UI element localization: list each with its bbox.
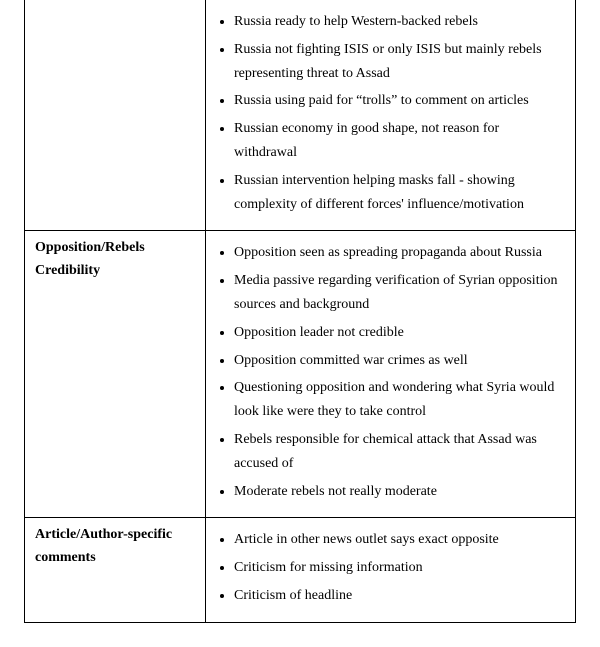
list-item: Russian economy in good shape, not reaso… — [234, 117, 565, 165]
list-item: Russia ready to help Western-backed rebe… — [234, 10, 565, 34]
list-item: Russia not fighting ISIS or only ISIS bu… — [234, 38, 565, 86]
row-label-cell: Article/Author-specific comments — [25, 518, 206, 622]
row-label: Opposition/Rebels Credibility — [35, 240, 145, 277]
list-item: Opposition leader not credible — [234, 321, 565, 345]
themes-table: Russia ready to help Western-backed rebe… — [24, 0, 576, 623]
list-item: Rebels responsible for chemical attack t… — [234, 428, 565, 476]
table-row: Article/Author-specific comments Article… — [25, 518, 576, 622]
list-item: Opposition committed war crimes as well — [234, 349, 565, 373]
list-item: Opposition seen as spreading propaganda … — [234, 241, 565, 265]
row-label-cell — [25, 0, 206, 231]
list-item: Criticism for missing information — [234, 556, 565, 580]
list-item: Criticism of headline — [234, 584, 565, 608]
list-item: Russia using paid for “trolls” to commen… — [234, 89, 565, 113]
list-item: Media passive regarding verification of … — [234, 269, 565, 317]
list-item: Russian intervention helping masks fall … — [234, 169, 565, 217]
bullet-list: Article in other news outlet says exact … — [234, 528, 565, 607]
row-bullets-cell: Russia ready to help Western-backed rebe… — [206, 0, 576, 231]
bullet-list: Russia ready to help Western-backed rebe… — [234, 10, 565, 216]
table-row: Russia ready to help Western-backed rebe… — [25, 0, 576, 231]
list-item: Questioning opposition and wondering wha… — [234, 376, 565, 424]
row-label-cell: Opposition/Rebels Credibility — [25, 231, 206, 518]
document-page: Russia ready to help Western-backed rebe… — [0, 0, 600, 647]
list-item: Moderate rebels not really moderate — [234, 480, 565, 504]
row-bullets-cell: Article in other news outlet says exact … — [206, 518, 576, 622]
list-item: Article in other news outlet says exact … — [234, 528, 565, 552]
bullet-list: Opposition seen as spreading propaganda … — [234, 241, 565, 503]
table-row: Opposition/Rebels Credibility Opposition… — [25, 231, 576, 518]
row-label: Article/Author-specific comments — [35, 527, 172, 564]
row-bullets-cell: Opposition seen as spreading propaganda … — [206, 231, 576, 518]
